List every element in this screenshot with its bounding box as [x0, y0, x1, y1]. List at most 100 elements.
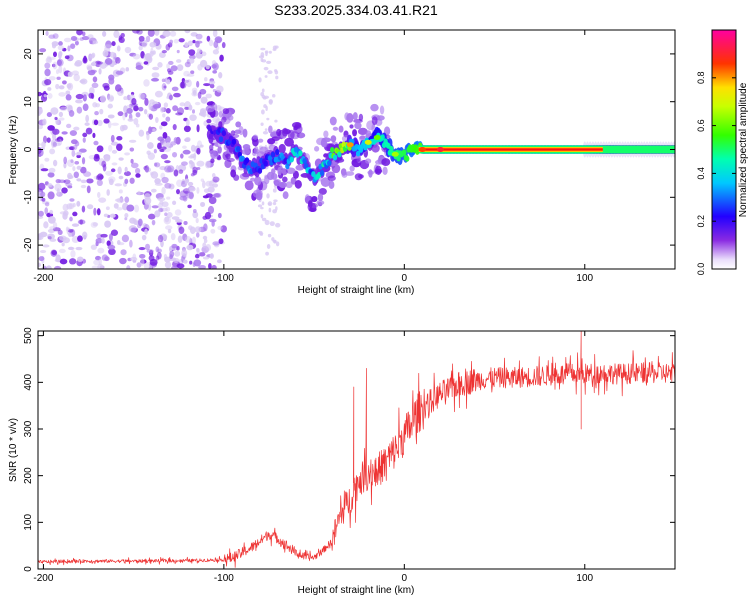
noise-speckle: [265, 51, 268, 57]
noise-speckle: [160, 240, 164, 248]
snr-x-tick-label: -200: [33, 573, 53, 584]
noise-speckle: [88, 92, 94, 99]
noise-speckle: [80, 179, 87, 184]
noise-speckle: [43, 94, 47, 98]
noise-speckle: [71, 223, 80, 227]
noise-speckle: [92, 222, 99, 227]
noise-speckle: [72, 203, 76, 208]
noise-speckle: [48, 167, 56, 174]
noise-speckle: [329, 116, 337, 126]
noise-speckle: [268, 125, 273, 134]
noise-speckle: [311, 196, 318, 203]
noise-speckle: [210, 228, 216, 234]
noise-speckle: [196, 248, 200, 253]
noise-speckle: [49, 238, 57, 242]
noise-speckle: [294, 180, 302, 189]
snr-x-label: Height of straight line (km): [298, 585, 415, 596]
noise-speckle: [119, 257, 127, 265]
noise-speckle: [126, 265, 131, 269]
noise-speckle: [70, 36, 78, 42]
noise-speckle: [186, 244, 194, 251]
noise-speckle: [242, 128, 248, 138]
snr-y-axis: 0 100 200 300 400 500: [23, 327, 675, 572]
noise-speckle: [161, 186, 166, 195]
noise-speckle: [95, 175, 100, 181]
noise-speckle: [118, 175, 124, 180]
noise-speckle: [138, 40, 142, 46]
noise-speckle: [131, 98, 137, 105]
noise-speckle: [201, 180, 206, 189]
noise-speckle: [188, 160, 194, 165]
noise-speckle: [200, 201, 206, 207]
snr-series-line: [38, 331, 675, 568]
noise-speckle: [180, 161, 188, 166]
noise-speckle: [137, 190, 141, 196]
noise-speckle: [96, 179, 103, 187]
noise-speckle: [307, 202, 317, 213]
noise-speckle: [165, 116, 171, 122]
noise-speckle: [58, 50, 63, 57]
noise-speckle: [316, 200, 325, 206]
noise-speckle: [141, 234, 147, 241]
noise-speckle: [270, 173, 278, 180]
noise-speckle: [255, 192, 263, 201]
noise-speckle: [38, 142, 41, 147]
noise-speckle: [65, 104, 73, 110]
noise-speckle: [205, 105, 215, 113]
noise-speckle: [161, 78, 166, 83]
noise-speckle: [92, 76, 98, 83]
ridge-blob-mid: [218, 136, 224, 143]
noise-speckle: [154, 210, 161, 218]
noise-speckle: [114, 84, 122, 92]
noise-speckle: [172, 200, 177, 206]
spectrogram-x-tick-label: -200: [33, 273, 53, 284]
noise-speckle: [90, 244, 97, 250]
noise-speckle: [117, 166, 122, 175]
noise-speckle: [113, 203, 119, 209]
ridge-blob-mid: [221, 130, 227, 137]
noise-speckle: [138, 35, 145, 42]
noise-speckle: [230, 130, 236, 136]
noise-speckle: [221, 41, 226, 49]
noise-speckle: [149, 258, 158, 266]
noise-speckle: [370, 103, 379, 112]
noise-speckle: [94, 110, 99, 116]
noise-speckle: [151, 72, 160, 78]
colorbar-tick-label: 0.0: [696, 263, 706, 276]
noise-speckle: [39, 249, 47, 254]
noise-speckle: [213, 40, 219, 49]
noise-speckle: [295, 164, 305, 171]
noise-speckle: [188, 57, 195, 64]
noise-speckle: [211, 264, 217, 269]
noise-speckle: [153, 148, 157, 154]
noise-speckle: [124, 171, 131, 177]
noise-speckle: [169, 250, 175, 258]
noise-speckle: [135, 65, 144, 70]
noise-speckle: [124, 111, 128, 118]
noise-speckle: [199, 144, 204, 148]
noise-speckle: [267, 70, 273, 75]
noise-speckle: [107, 244, 116, 250]
noise-speckle: [171, 265, 178, 269]
spectrogram-y-tick-label: -10: [23, 190, 34, 205]
noise-speckle: [134, 167, 141, 174]
noise-speckle: [47, 191, 55, 200]
noise-speckle: [217, 225, 223, 231]
noise-speckle: [274, 45, 279, 49]
noise-speckle: [97, 263, 104, 269]
noise-speckle: [93, 140, 99, 146]
noise-speckle: [196, 232, 200, 238]
noise-speckle: [143, 108, 148, 115]
noise-speckle: [76, 178, 82, 182]
noise-speckle: [209, 83, 215, 89]
noise-speckle: [188, 191, 194, 200]
noise-speckle: [198, 112, 204, 116]
noise-speckle: [260, 206, 264, 210]
noise-speckle: [242, 172, 251, 178]
noise-speckle: [190, 144, 196, 152]
noise-speckle: [105, 170, 113, 176]
noise-speckle: [63, 210, 69, 216]
noise-speckle: [100, 233, 108, 238]
noise-speckle: [261, 109, 265, 115]
noise-speckle: [129, 239, 133, 248]
